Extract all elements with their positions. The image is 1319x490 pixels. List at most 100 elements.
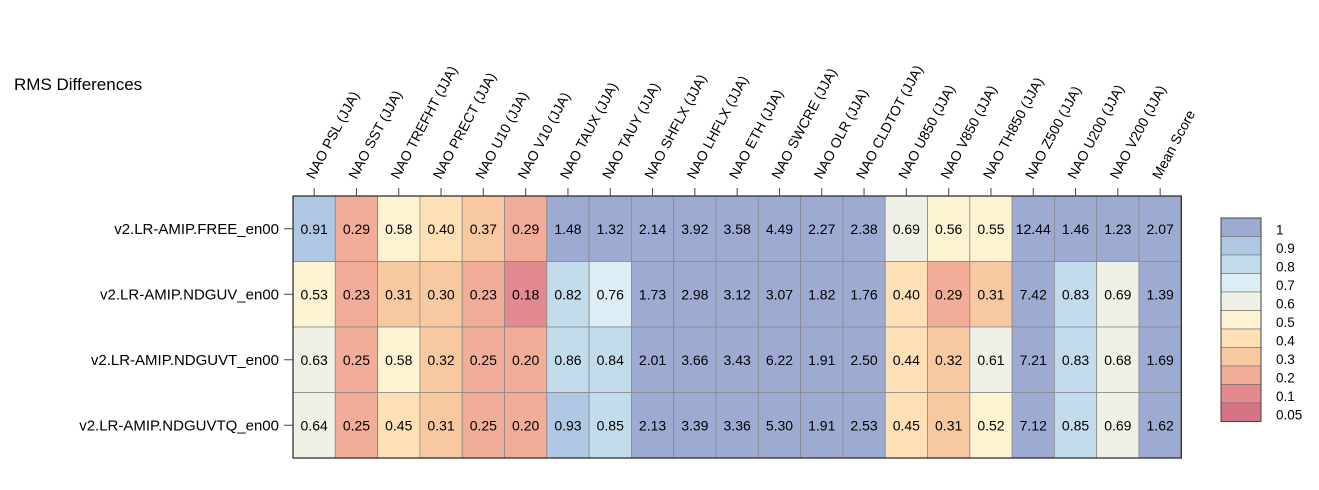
row-label: v2.LR-AMIP.NDGUVT_en00	[91, 352, 279, 369]
cell-value-label: 0.76	[597, 286, 624, 302]
cell-value-label: 0.69	[893, 221, 920, 237]
heatmap-cell	[800, 392, 844, 459]
colorbar-border	[1220, 217, 1262, 422]
cell-value-label: 0.25	[343, 352, 370, 368]
cell-value-label: 0.85	[1062, 417, 1089, 433]
cell-value-label: 0.68	[1104, 352, 1131, 368]
cell-value-label: 1.46	[1062, 221, 1089, 237]
heatmap-cell	[419, 392, 463, 459]
cell-value-label: 0.53	[301, 286, 328, 302]
row-label: v2.LR-AMIP.FREE_en00	[114, 221, 279, 238]
cell-value-label: 0.20	[512, 417, 539, 433]
cell-value-label: 0.82	[554, 286, 581, 302]
cell-value-label: 3.36	[724, 417, 751, 433]
cell-value-label: 0.25	[470, 417, 497, 433]
cell-value-label: 0.40	[427, 221, 454, 237]
cell-value-label: 1.48	[554, 221, 581, 237]
heatmap-cell	[927, 261, 971, 328]
heatmap-cell	[504, 261, 548, 328]
heatmap-cell	[715, 195, 759, 262]
colorbar-label: 0.3	[1276, 352, 1295, 367]
heatmap-cell	[969, 261, 1013, 328]
cell-value-label: 1.39	[1147, 286, 1174, 302]
cell-value-label: 0.91	[301, 221, 328, 237]
cell-value-label: 0.83	[1062, 286, 1089, 302]
colorbar-label: 0.7	[1276, 278, 1295, 293]
heatmap-cell	[1054, 392, 1098, 459]
cell-value-label: 0.85	[597, 417, 624, 433]
colorbar-swatch	[1220, 254, 1262, 274]
heatmap-cell	[757, 392, 801, 459]
heatmap-cell	[927, 326, 971, 393]
cell-value-label: 0.25	[470, 352, 497, 368]
heatmap-cell	[842, 326, 886, 393]
cell-value-label: 1.76	[850, 286, 877, 302]
cell-value-label: 5.30	[766, 417, 793, 433]
cell-value-label: 0.31	[935, 417, 962, 433]
colorbar-swatch	[1220, 402, 1262, 422]
cell-value-label: 12.44	[1016, 221, 1051, 237]
cell-value-label: 3.43	[724, 352, 751, 368]
cell-value-label: 4.49	[766, 221, 793, 237]
heatmap-cell	[588, 261, 632, 328]
colorbar-label: 0.9	[1276, 241, 1295, 256]
cell-value-label: 7.21	[1020, 352, 1047, 368]
heatmap-cell	[884, 195, 928, 262]
cell-value-label: 0.83	[1062, 352, 1089, 368]
cell-value-label: 2.07	[1147, 221, 1174, 237]
colorbar-swatch	[1220, 347, 1262, 367]
colorbar-label: 0.05	[1276, 408, 1302, 423]
colorbar-swatch	[1220, 273, 1262, 293]
cell-value-label: 0.29	[512, 221, 539, 237]
colorbar-label: 0.1	[1276, 389, 1295, 404]
cell-value-label: 2.38	[850, 221, 877, 237]
cell-value-label: 3.58	[724, 221, 751, 237]
cell-value-label: 0.45	[385, 417, 412, 433]
heatmap-cell	[842, 392, 886, 459]
cell-value-label: 2.53	[850, 417, 877, 433]
colorbar-label: 0.6	[1276, 297, 1295, 312]
cell-value-label: 0.44	[893, 352, 920, 368]
heatmap-cell	[631, 392, 675, 459]
heatmap-cell	[1011, 261, 1055, 328]
cell-value-label: 0.29	[343, 221, 370, 237]
heatmap-cell	[504, 326, 548, 393]
column-label: Mean Score	[1149, 107, 1199, 181]
heatmap-cell	[1096, 326, 1140, 393]
heatmap-cell	[588, 326, 632, 393]
heatmap-cell	[334, 326, 378, 393]
cell-value-label: 0.25	[343, 417, 370, 433]
heatmap-cell	[800, 261, 844, 328]
heatmap-cell	[504, 392, 548, 459]
heatmap-cell	[800, 326, 844, 393]
colorbar-label: 0.2	[1276, 371, 1295, 386]
cell-value-label: 0.30	[427, 286, 454, 302]
cell-value-label: 0.31	[977, 286, 1004, 302]
cell-value-label: 0.64	[301, 417, 328, 433]
heatmap-cell	[715, 326, 759, 393]
heatmap-cell	[884, 261, 928, 328]
heatmap-cell	[842, 261, 886, 328]
heatmap-cell	[631, 195, 675, 262]
cell-value-label: 2.13	[639, 417, 666, 433]
cell-value-label: 0.69	[1104, 417, 1131, 433]
cell-value-label: 0.69	[1104, 286, 1131, 302]
heatmap-cell	[588, 392, 632, 459]
heatmap-cell	[1011, 195, 1055, 262]
heatmap-cell	[800, 195, 844, 262]
heatmap-cell	[1054, 326, 1098, 393]
colorbar-label: 0.5	[1276, 315, 1295, 330]
cell-value-label: 0.58	[385, 221, 412, 237]
cell-value-label: 0.20	[512, 352, 539, 368]
cell-value-label: 0.86	[554, 352, 581, 368]
cell-value-label: 0.32	[935, 352, 962, 368]
cell-value-label: 1.91	[808, 417, 835, 433]
colorbar-swatch	[1220, 328, 1262, 348]
cell-value-label: 1.32	[597, 221, 624, 237]
cell-value-label: 0.32	[427, 352, 454, 368]
colorbar-swatch	[1220, 384, 1262, 404]
cell-value-label: 3.66	[681, 352, 708, 368]
heatmap-cell	[419, 326, 463, 393]
cell-value-label: 2.50	[850, 352, 877, 368]
